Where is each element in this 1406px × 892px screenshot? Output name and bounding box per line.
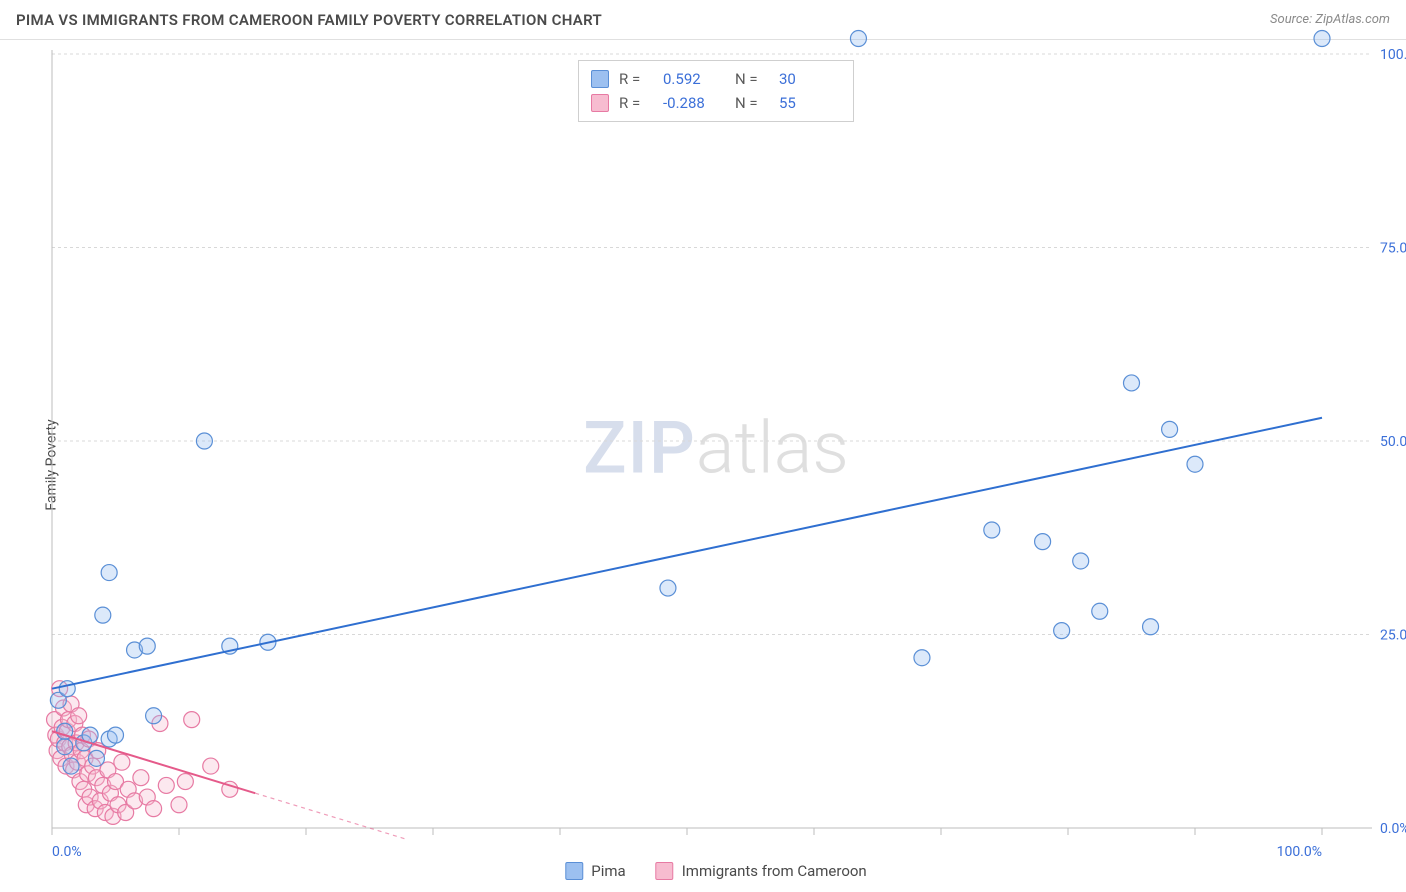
stats-r-label: R = xyxy=(619,94,653,112)
stats-row: R = 0.592 N = 30 xyxy=(591,67,841,91)
stats-n-value: 30 xyxy=(779,70,841,88)
legend-item: Pima xyxy=(565,862,625,880)
cameroon-point xyxy=(158,777,174,793)
pima-point xyxy=(63,758,79,774)
legend-item: Immigrants from Cameroon xyxy=(656,862,867,880)
pima-point xyxy=(660,580,676,596)
pima-point xyxy=(984,522,1000,538)
stats-swatch xyxy=(591,70,609,88)
pima-point xyxy=(1092,603,1108,619)
cameroon-point xyxy=(146,801,162,817)
chart-source: Source: ZipAtlas.com xyxy=(1270,12,1390,27)
plot-area: Family Poverty ZIPatlas 0.0%25.0%50.0%75… xyxy=(46,50,1386,880)
x-tick-label: 100.0% xyxy=(1277,844,1322,860)
scatter-plot-svg: 0.0%25.0%50.0%75.0%100.0%0.0%100.0% xyxy=(46,50,1386,880)
pima-point xyxy=(1187,456,1203,472)
chart-title: PIMA VS IMMIGRANTS FROM CAMEROON FAMILY … xyxy=(16,11,602,29)
stats-n-label: N = xyxy=(735,70,769,88)
pima-point xyxy=(146,708,162,724)
tick-labels: 0.0% 25.0% 50.0% 75.0% 100.0% 0.0% 100.0% xyxy=(52,47,1406,860)
chart-container: PIMA VS IMMIGRANTS FROM CAMEROON FAMILY … xyxy=(0,0,1406,892)
y-tick-label: 100.0% xyxy=(1380,47,1406,63)
pima-point xyxy=(1073,553,1089,569)
cameroon-point xyxy=(171,797,187,813)
cameroon-point xyxy=(114,754,130,770)
stats-n-value: 55 xyxy=(779,94,841,112)
pima-trendline xyxy=(52,418,1322,689)
pima-point xyxy=(1162,421,1178,437)
stats-r-value: 0.592 xyxy=(663,70,725,88)
y-tick-label: 25.0% xyxy=(1380,628,1406,644)
cameroon-point xyxy=(133,770,149,786)
x-tick-label: 0.0% xyxy=(52,844,82,860)
stats-swatch xyxy=(591,94,609,112)
stats-r-label: R = xyxy=(619,70,653,88)
pima-point xyxy=(88,750,104,766)
pima-point xyxy=(1054,623,1070,639)
stats-legend-box: R = 0.592 N = 30 R = -0.288 N = 55 xyxy=(578,60,854,122)
pima-point xyxy=(1035,534,1051,550)
cameroon-trendline-ext xyxy=(255,793,407,839)
y-tick-label: 50.0% xyxy=(1380,434,1406,450)
bottom-legend: Pima Immigrants from Cameroon xyxy=(565,862,866,880)
pima-point xyxy=(1314,31,1330,47)
y-tick-label: 75.0% xyxy=(1380,241,1406,257)
legend-label: Pima xyxy=(591,862,625,880)
pima-point xyxy=(139,638,155,654)
pima-point xyxy=(59,681,75,697)
pima-point xyxy=(108,727,124,743)
pima-point xyxy=(1124,375,1140,391)
cameroon-point xyxy=(184,712,200,728)
pima-point xyxy=(196,433,212,449)
axes xyxy=(52,50,1372,835)
legend-label: Immigrants from Cameroon xyxy=(682,862,867,880)
stats-row: R = -0.288 N = 55 xyxy=(591,91,841,115)
pima-point xyxy=(57,739,73,755)
y-tick-label: 0.0% xyxy=(1380,821,1406,837)
chart-header: PIMA VS IMMIGRANTS FROM CAMEROON FAMILY … xyxy=(0,0,1406,40)
pima-point xyxy=(914,650,930,666)
pima-point xyxy=(101,565,117,581)
cameroon-point xyxy=(177,774,193,790)
cameroon-point xyxy=(203,758,219,774)
pima-point xyxy=(850,31,866,47)
data-series xyxy=(47,31,1330,840)
cameroon-point xyxy=(71,708,87,724)
stats-n-label: N = xyxy=(735,94,769,112)
legend-swatch xyxy=(565,862,583,880)
legend-swatch xyxy=(656,862,674,880)
stats-r-value: -0.288 xyxy=(663,94,725,112)
pima-point xyxy=(95,607,111,623)
pima-point xyxy=(1143,619,1159,635)
